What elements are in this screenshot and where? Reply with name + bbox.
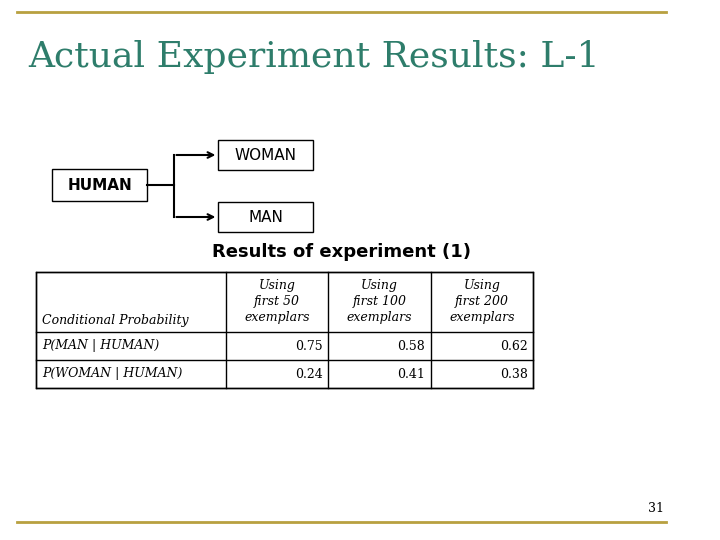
Text: WOMAN: WOMAN (235, 147, 297, 163)
Text: Results of experiment (1): Results of experiment (1) (212, 243, 471, 261)
Text: 0.41: 0.41 (397, 368, 425, 381)
Text: P(WOMAN | HUMAN): P(WOMAN | HUMAN) (42, 368, 182, 381)
Text: MAN: MAN (248, 210, 283, 225)
Text: Using
first 200
exemplars: Using first 200 exemplars (449, 280, 515, 325)
Text: 0.24: 0.24 (294, 368, 323, 381)
FancyBboxPatch shape (36, 272, 534, 388)
Text: 0.38: 0.38 (500, 368, 528, 381)
Text: HUMAN: HUMAN (67, 178, 132, 192)
Text: 31: 31 (648, 502, 664, 515)
Text: Using
first 100
exemplars: Using first 100 exemplars (347, 280, 413, 325)
Text: 0.75: 0.75 (295, 340, 323, 353)
FancyBboxPatch shape (52, 169, 147, 201)
Text: 0.58: 0.58 (397, 340, 425, 353)
Text: P(MAN | HUMAN): P(MAN | HUMAN) (42, 340, 159, 353)
Text: Conditional Probability: Conditional Probability (42, 314, 189, 327)
Text: Using
first 50
exemplars: Using first 50 exemplars (244, 280, 310, 325)
FancyBboxPatch shape (218, 140, 313, 170)
FancyBboxPatch shape (218, 202, 313, 232)
Text: Actual Experiment Results: L-1: Actual Experiment Results: L-1 (29, 40, 600, 74)
Text: 0.62: 0.62 (500, 340, 528, 353)
